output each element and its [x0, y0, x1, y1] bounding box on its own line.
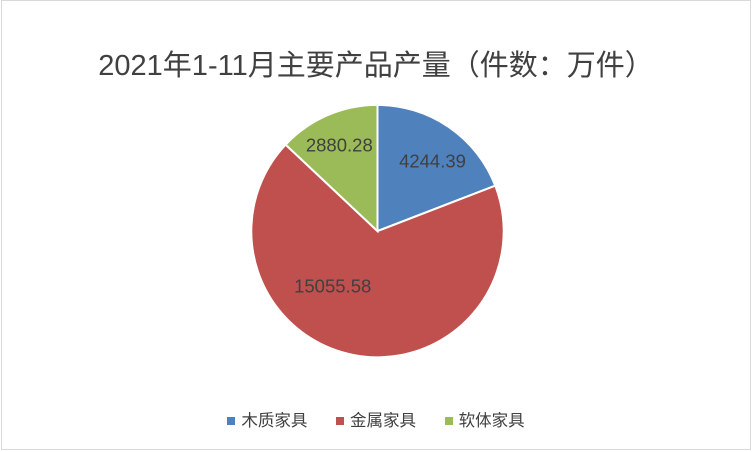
- svg-text:2880.28: 2880.28: [306, 135, 373, 156]
- svg-text:4244.39: 4244.39: [399, 150, 466, 171]
- svg-text:15055.58: 15055.58: [294, 276, 371, 297]
